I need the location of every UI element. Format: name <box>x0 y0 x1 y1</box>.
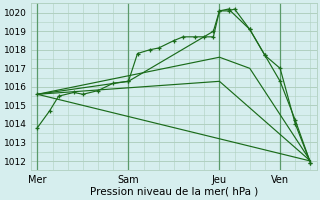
X-axis label: Pression niveau de la mer( hPa ): Pression niveau de la mer( hPa ) <box>90 187 258 197</box>
